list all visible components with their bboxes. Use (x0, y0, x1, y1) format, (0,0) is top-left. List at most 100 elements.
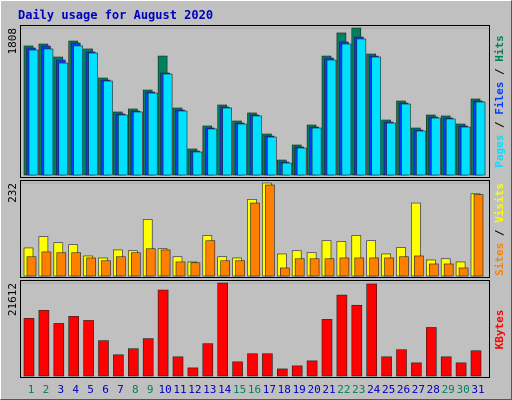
bar (381, 356, 392, 377)
x-tick-label: 19 (293, 383, 306, 396)
bar (83, 320, 94, 377)
x-tick-label: 15 (233, 383, 246, 396)
bar (371, 56, 382, 176)
bar (118, 114, 128, 176)
bar (311, 127, 322, 176)
bar (68, 316, 79, 377)
x-tick-label: 18 (278, 383, 291, 396)
bar (294, 258, 305, 277)
bar (147, 92, 158, 176)
legend-entry: Sites (493, 243, 506, 276)
x-tick-label: 25 (382, 383, 395, 396)
bar (428, 263, 439, 277)
bar (356, 38, 367, 176)
legend-separator: / (493, 115, 506, 135)
legend: Pages / Files / Hits (493, 35, 506, 168)
x-tick-label: 31 (471, 383, 484, 396)
legend: Sites / Visits (493, 183, 506, 276)
x-tick-label: 1 (28, 383, 35, 396)
legend-entry: KBytes (493, 310, 506, 350)
bar (276, 368, 288, 377)
bar (279, 267, 290, 277)
bar (101, 260, 111, 277)
bar (384, 257, 394, 277)
bar (341, 43, 352, 176)
x-tick-label: 22 (337, 383, 350, 396)
bar (237, 123, 247, 176)
x-tick-label: 2 (43, 383, 50, 396)
bar (267, 136, 277, 176)
bar (247, 353, 258, 377)
bar (113, 354, 124, 377)
bar (88, 52, 98, 176)
x-tick-label: 5 (87, 383, 94, 396)
bar (190, 262, 201, 277)
bar (430, 117, 441, 176)
bar (443, 263, 454, 277)
x-tick-label: 17 (263, 383, 276, 396)
x-tick-label: 7 (117, 383, 124, 396)
x-tick-label: 24 (367, 383, 381, 396)
legend-entry: Files (493, 82, 506, 115)
bar (207, 128, 218, 176)
bar (235, 260, 245, 277)
x-tick-label: 10 (158, 383, 171, 396)
bar (458, 267, 469, 277)
x-tick-label: 6 (102, 383, 109, 396)
bar (23, 318, 35, 377)
bar (414, 255, 424, 277)
bar (175, 261, 186, 277)
bar (473, 194, 484, 277)
bar (145, 248, 156, 277)
bar (192, 151, 203, 176)
bar (142, 338, 154, 377)
panel-frame (20, 280, 490, 378)
bar (396, 349, 407, 377)
bar (43, 48, 54, 176)
bar (351, 304, 363, 377)
bar (296, 147, 307, 176)
bar (187, 367, 199, 377)
x-tick-label: 21 (322, 383, 335, 396)
bar (336, 294, 348, 377)
bar (73, 45, 83, 176)
legend-entry: Hits (493, 35, 506, 62)
legend-entry: Pages (493, 135, 506, 168)
bar (162, 73, 173, 176)
bar (399, 256, 409, 277)
bar (440, 356, 452, 377)
y-tick-label: 1808 (6, 28, 19, 55)
bar (217, 282, 228, 377)
bar (116, 256, 126, 277)
bar (339, 257, 350, 277)
bar (326, 59, 337, 176)
bar (232, 361, 243, 377)
bar (128, 348, 139, 377)
panel-frame (20, 180, 490, 278)
bar (103, 80, 113, 176)
bar (41, 251, 52, 277)
x-tick-label: 9 (147, 383, 154, 396)
x-tick-label: 12 (188, 383, 201, 396)
bar (475, 101, 486, 176)
bar (366, 283, 378, 377)
x-tick-label: 26 (397, 383, 410, 396)
bar (369, 257, 380, 277)
bar (131, 252, 141, 277)
legend: KBytes (493, 310, 506, 350)
x-tick-label: 23 (352, 383, 365, 396)
legend-separator: / (493, 62, 506, 82)
bar (324, 258, 335, 277)
bar (38, 309, 50, 377)
bar (160, 249, 171, 277)
bar (460, 126, 471, 176)
bar (411, 362, 422, 377)
legend-separator: / (493, 223, 506, 243)
bar (470, 350, 482, 377)
bar (252, 115, 262, 176)
bar (455, 362, 467, 377)
bar (416, 130, 426, 176)
bar (220, 260, 230, 277)
